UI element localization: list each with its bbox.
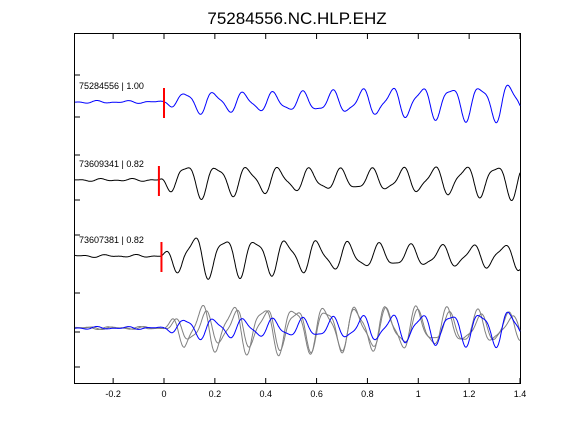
x-tick-label: 0.2 (209, 389, 222, 399)
plot-frame (74, 33, 521, 384)
x-tick-label: 0.4 (259, 389, 272, 399)
x-axis: -0.2 0 0.2 0.4 0.6 0.8 1 1.2 1.4 (105, 34, 526, 399)
x-tick-label: 0.8 (361, 389, 374, 399)
overlay-trace (75, 311, 521, 349)
chart-title: 75284556.NC.HLP.EHZ (207, 9, 386, 28)
x-tick-label: -0.2 (105, 389, 121, 399)
trace-label: 73607381 | 0.82 (79, 235, 144, 245)
waveform-trace (74, 237, 521, 280)
x-tick-label: 0 (161, 389, 166, 399)
x-tick-label: 0.6 (310, 389, 323, 399)
trace-label: 75284556 | 1.00 (79, 81, 144, 91)
x-tick-label: 1 (416, 389, 421, 399)
x-tick-label: 1.2 (463, 389, 476, 399)
waveform-trace (75, 84, 521, 124)
waveform-trace (75, 166, 521, 202)
x-tick-label: 1.4 (514, 389, 527, 399)
traces: 75284556 | 1.00 73609341 | 0.82 73607381 |… (74, 81, 521, 357)
overlay-trace (74, 305, 521, 357)
y-ticks (75, 74, 80, 368)
trace-label: 73609341 | 0.82 (79, 159, 144, 169)
